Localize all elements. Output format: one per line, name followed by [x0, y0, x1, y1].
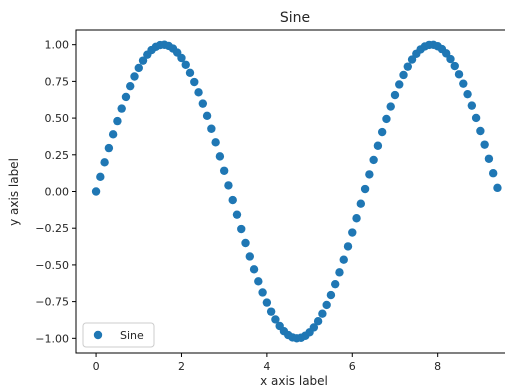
data-point: [309, 323, 319, 332]
data-point: [262, 298, 272, 307]
data-point: [399, 70, 408, 80]
x-axis-ticks: 0 2 4 6 8: [93, 353, 441, 373]
data-point: [463, 89, 472, 99]
data-point: [130, 72, 139, 81]
y-tick-label: −1.00: [35, 332, 69, 345]
data-point: [365, 170, 374, 179]
data-point: [211, 138, 220, 147]
data-point: [202, 111, 212, 121]
data-point: [215, 152, 225, 161]
data-point: [373, 141, 383, 150]
data-point: [241, 238, 250, 248]
y-axis-ticks: −1.00 −0.75 −0.50 −0.25 0.00 0.25 0.50 0.75 1.00: [35, 39, 76, 345]
data-point: [395, 80, 404, 89]
data-points: [91, 40, 502, 343]
y-tick-label: 0.50: [45, 112, 70, 125]
x-tick-label: 4: [263, 360, 270, 373]
legend: Sine: [82, 322, 155, 348]
data-point: [100, 158, 109, 167]
y-tick-label: −0.25: [35, 222, 69, 235]
data-point: [331, 279, 340, 289]
data-point: [138, 56, 148, 65]
data-point: [390, 90, 400, 100]
data-point: [266, 307, 276, 316]
data-point: [91, 187, 101, 196]
data-point: [382, 114, 391, 124]
x-tick-label: 8: [434, 360, 441, 373]
data-point: [190, 77, 199, 87]
data-point: [313, 317, 323, 326]
data-point: [181, 60, 190, 69]
data-point: [96, 172, 105, 182]
data-point: [113, 116, 122, 126]
data-point: [134, 63, 143, 73]
legend-box: [82, 322, 155, 348]
data-point: [484, 154, 494, 163]
y-tick-label: 0.25: [45, 149, 70, 162]
data-point: [121, 92, 131, 102]
x-tick-label: 0: [93, 360, 100, 373]
data-point: [335, 268, 344, 277]
data-point: [446, 54, 455, 64]
data-point: [454, 70, 464, 79]
data-point: [245, 252, 254, 261]
data-point: [459, 79, 468, 88]
data-point: [476, 126, 485, 136]
data-point: [108, 130, 118, 139]
data-point: [185, 68, 195, 78]
data-point: [369, 155, 378, 165]
x-tick-label: 2: [178, 360, 185, 373]
data-point: [117, 104, 126, 113]
data-point: [407, 55, 417, 64]
data-point: [348, 228, 357, 237]
data-point: [493, 183, 502, 193]
data-point: [377, 127, 387, 137]
data-point: [403, 62, 412, 71]
plot-area-frame: [75, 29, 505, 354]
data-point: [198, 99, 208, 108]
data-point: [360, 184, 370, 194]
chart-title: Sine: [280, 10, 310, 26]
data-point: [224, 181, 233, 190]
data-point: [177, 53, 186, 63]
data-point: [339, 255, 348, 264]
data-point: [356, 199, 366, 208]
data-point: [232, 210, 242, 219]
x-tick-label: 6: [349, 360, 356, 373]
legend-marker: [93, 330, 103, 340]
data-point: [104, 143, 114, 153]
data-point: [480, 140, 489, 149]
y-tick-label: −0.75: [35, 296, 69, 309]
y-tick-label: 0.00: [45, 186, 70, 199]
data-point: [471, 113, 481, 123]
data-point: [194, 88, 203, 97]
x-axis-label: x axis label: [260, 374, 328, 388]
data-point: [326, 290, 336, 300]
data-point: [228, 195, 237, 205]
data-point: [254, 277, 263, 286]
data-point: [258, 288, 267, 297]
data-point: [237, 224, 246, 234]
data-point: [386, 102, 395, 111]
y-tick-label: 1.00: [45, 39, 70, 52]
data-point: [352, 214, 361, 223]
y-tick-label: −0.50: [35, 259, 69, 272]
data-point: [488, 169, 498, 178]
data-point: [207, 124, 216, 133]
data-point: [467, 101, 477, 110]
data-point: [126, 81, 135, 91]
legend-label: Sine: [120, 329, 144, 342]
data-point: [322, 300, 331, 310]
data-point: [249, 265, 259, 274]
data-point: [318, 309, 327, 318]
y-axis-label: y axis label: [7, 158, 21, 226]
y-tick-label: 0.75: [45, 75, 70, 88]
data-point: [271, 315, 280, 324]
data-point: [343, 242, 353, 251]
data-point: [219, 166, 229, 175]
data-point: [450, 61, 459, 71]
